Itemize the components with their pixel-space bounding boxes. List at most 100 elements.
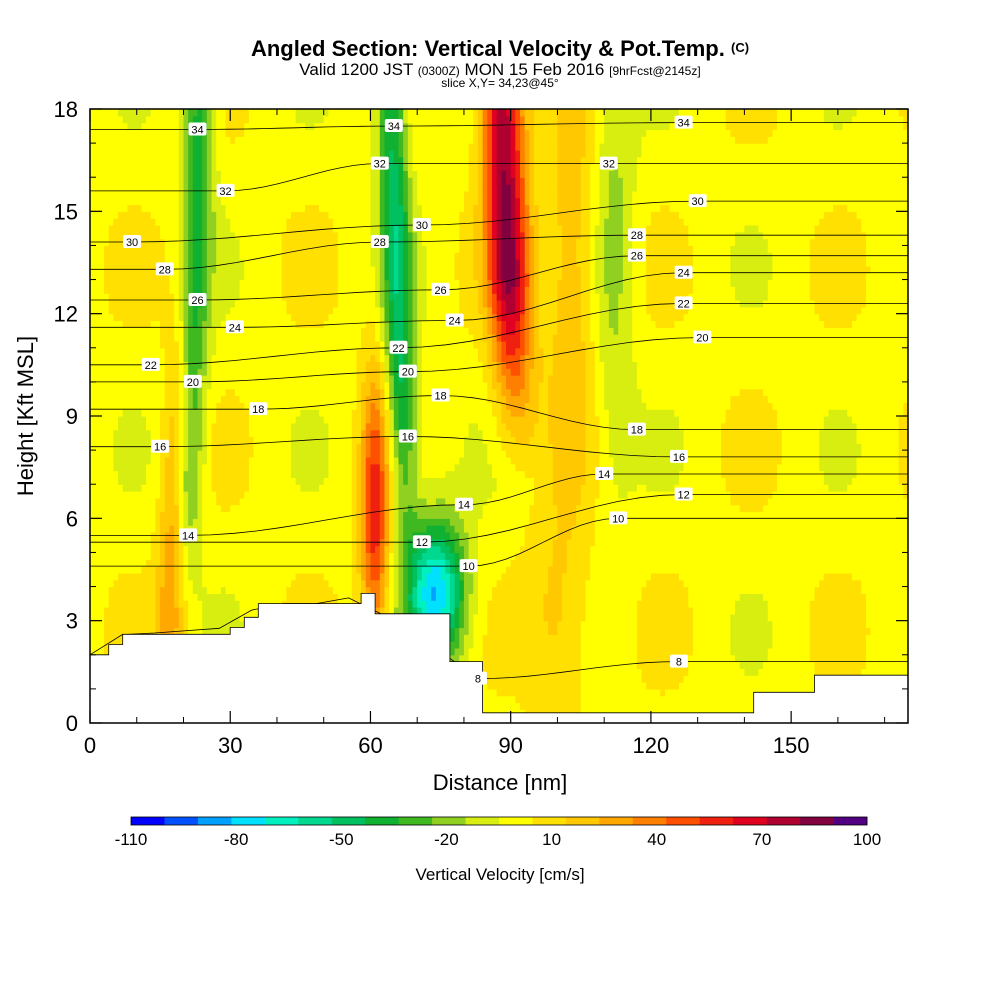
velocity-cell [202, 470, 208, 478]
velocity-cell [202, 224, 208, 233]
velocity-cell [258, 163, 264, 171]
velocity-cell [108, 354, 114, 363]
velocity-cell [230, 463, 236, 472]
velocity-cell [155, 381, 161, 390]
velocity-cell [300, 395, 306, 403]
velocity-cell [300, 586, 306, 594]
velocity-cell [281, 559, 287, 567]
velocity-cell [295, 334, 301, 342]
velocity-cell [146, 327, 152, 335]
velocity-cell [234, 129, 241, 137]
velocity-cell [90, 347, 96, 356]
velocity-cell [174, 511, 180, 519]
velocity-cell [174, 286, 180, 294]
velocity-cell [155, 463, 161, 472]
velocity-cell [276, 511, 283, 519]
velocity-cell [230, 149, 236, 158]
velocity-cell [108, 491, 114, 499]
velocity-cell [295, 238, 301, 247]
velocity-cell [216, 422, 222, 431]
velocity-cell [239, 143, 245, 151]
velocity-cell [272, 436, 278, 444]
velocity-cell [164, 429, 171, 438]
velocity-cell [174, 231, 180, 240]
velocity-cell [90, 518, 96, 526]
velocity-cell [150, 163, 157, 171]
velocity-cell [136, 381, 143, 390]
velocity-cell [99, 422, 105, 431]
velocity-cell [94, 313, 100, 322]
velocity-cell [267, 429, 273, 438]
velocity-cell [234, 231, 241, 240]
velocity-cell [141, 347, 147, 356]
velocity-cell [314, 320, 320, 328]
velocity-cell [220, 402, 227, 410]
velocity-cell [150, 579, 157, 588]
velocity-cell [155, 525, 161, 533]
velocity-cell [323, 422, 329, 431]
velocity-cell [113, 122, 119, 131]
velocity-cell [267, 259, 273, 267]
velocity-cell [248, 586, 255, 594]
velocity-cell [295, 136, 301, 144]
velocity-cell [319, 531, 325, 540]
velocity-cell [150, 156, 157, 165]
velocity-cell [286, 272, 292, 281]
velocity-cell [188, 143, 194, 151]
velocity-cell [290, 416, 297, 424]
velocity-cell [174, 566, 180, 574]
velocity-cell [136, 143, 143, 151]
velocity-cell [108, 334, 114, 342]
velocity-cell [183, 368, 189, 376]
velocity-cell [99, 491, 105, 499]
velocity-cell [178, 313, 185, 322]
velocity-cell [211, 170, 217, 178]
velocity-cell [211, 572, 217, 581]
velocity-cell [211, 545, 217, 554]
velocity-cell [155, 231, 161, 240]
velocity-cell [216, 143, 222, 151]
velocity-cell [300, 443, 306, 451]
velocity-cell [253, 177, 259, 185]
velocity-cell [262, 497, 269, 506]
velocity-cell [127, 136, 133, 144]
velocity-cell [188, 327, 194, 335]
velocity-cell [239, 340, 245, 349]
velocity-cell [323, 456, 329, 465]
velocity-cell [206, 470, 213, 478]
velocity-cell [206, 456, 213, 465]
velocity-cell [262, 272, 269, 281]
velocity-cell [108, 375, 114, 383]
velocity-cell [267, 566, 273, 574]
velocity-cell [104, 497, 110, 506]
velocity-cell [113, 402, 119, 410]
velocity-cell [174, 518, 180, 526]
velocity-cell [150, 211, 157, 219]
velocity-cell [188, 361, 194, 369]
velocity-cell [206, 306, 213, 315]
velocity-cell [309, 224, 315, 233]
velocity-cell [122, 368, 128, 376]
velocity-cell [295, 224, 301, 233]
velocity-cell [197, 177, 203, 185]
velocity-cell [90, 149, 96, 158]
velocity-cell [206, 402, 213, 410]
velocity-cell [136, 545, 143, 554]
velocity-cell [244, 463, 250, 472]
velocity-cell [323, 361, 329, 369]
velocity-cell [192, 218, 199, 226]
velocity-cell [164, 218, 171, 226]
velocity-cell [286, 559, 292, 567]
velocity-cell [295, 552, 301, 560]
velocity-cell [253, 300, 259, 308]
velocity-cell [290, 313, 297, 322]
velocity-cell [211, 300, 217, 308]
velocity-cell [169, 156, 175, 165]
velocity-cell [262, 443, 269, 451]
velocity-cell [309, 163, 315, 171]
velocity-cell [108, 593, 114, 601]
velocity-cell [118, 593, 124, 601]
velocity-cell [113, 327, 119, 335]
velocity-cell [258, 470, 264, 478]
velocity-cell [337, 211, 344, 219]
